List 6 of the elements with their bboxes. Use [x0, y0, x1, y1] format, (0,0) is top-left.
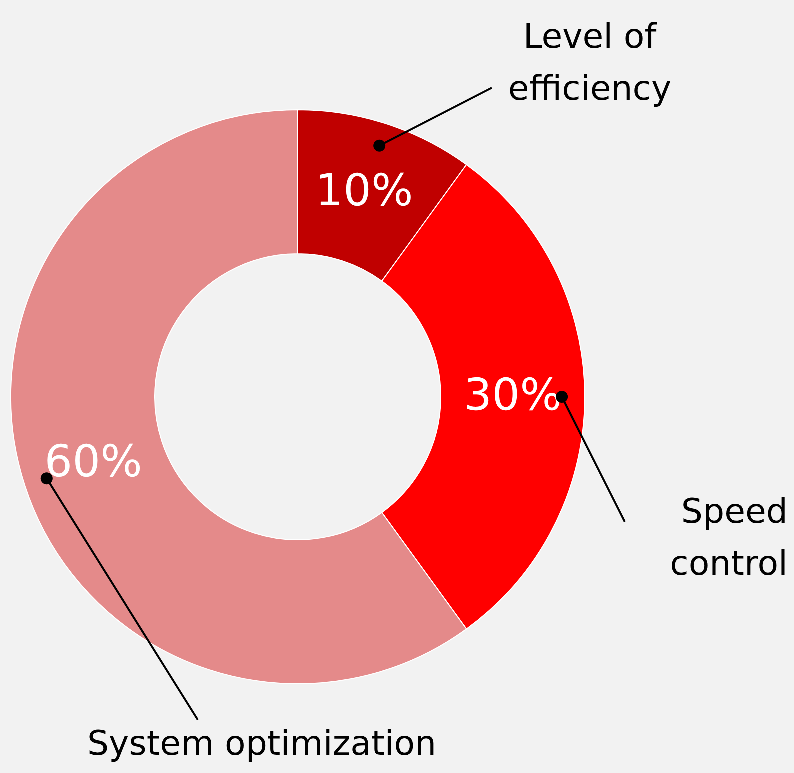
slice-label: System optimization [87, 724, 437, 764]
slice-label: Speed control [670, 492, 788, 584]
data-label: 10% [316, 166, 414, 217]
slice-label: Level of efficiency [508, 17, 672, 109]
data-label: 60% [44, 436, 142, 488]
data-label: 30% [464, 370, 562, 421]
